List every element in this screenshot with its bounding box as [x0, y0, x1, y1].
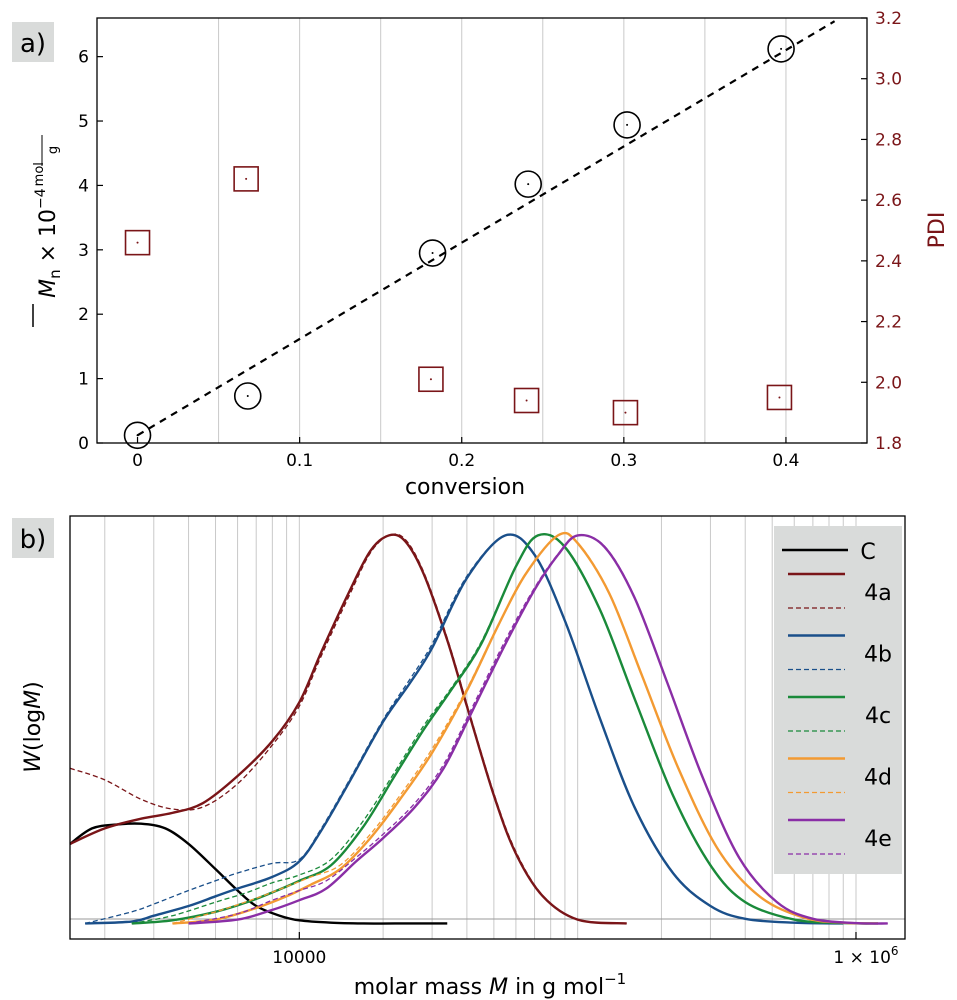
- mn-point-center: [527, 183, 530, 186]
- y-tick-label: 6: [78, 48, 89, 68]
- svg-text:Mn × 10−4mol: Mn × 10−4 mol: [32, 162, 64, 298]
- y-label-frac-den: g: [46, 146, 61, 154]
- y2-tick-label: 1.8: [875, 434, 902, 454]
- panel-b-x-ticks: 10000 1 × 106: [272, 932, 899, 968]
- fit-line: [136, 20, 836, 437]
- mn-point-center: [246, 394, 249, 397]
- legend: C 4a 4b 4c 4d 4e: [774, 526, 902, 874]
- pdi-point-center: [136, 241, 139, 244]
- curve-C: [69, 822, 448, 925]
- pdi-point: [766, 384, 793, 411]
- x-tick-label: 0.4: [772, 451, 799, 471]
- panel-b-x-label: molar mass M in g mol−1: [354, 970, 626, 1000]
- panel-a-x-label: conversion: [405, 475, 525, 500]
- y-tick-label: 3: [78, 241, 89, 261]
- y2-tick-label: 2.8: [875, 130, 902, 150]
- legend-label-4c: 4c: [865, 704, 891, 729]
- panel-a-y-ticks: 0 1 2 3 4 5 6: [78, 48, 103, 454]
- y2-tick-label: 2.0: [875, 373, 902, 393]
- y-tick-label: 1: [78, 370, 89, 390]
- panel-a-label-bg: [12, 22, 54, 62]
- mn-point: [767, 35, 795, 63]
- mn-point-center: [136, 434, 139, 437]
- y-label-exp: −4: [33, 188, 49, 209]
- y-tick-label: 5: [78, 112, 89, 132]
- x-tick-label: 1 × 106: [833, 944, 898, 968]
- panel-a-x-ticks: 0 0.1 0.2 0.3 0.4: [132, 437, 799, 471]
- panel-b-grid: [104, 516, 857, 939]
- curve-4e: [188, 533, 888, 925]
- pdi-point-center: [525, 399, 528, 402]
- y2-tick-label: 3.2: [875, 9, 902, 29]
- legend-label-4e: 4e: [864, 827, 892, 852]
- panel-b-label: b): [20, 525, 47, 555]
- pdi-point: [612, 399, 639, 426]
- pdi-point: [418, 366, 444, 393]
- y-tick-label: 2: [78, 305, 89, 325]
- mn-point-center: [626, 123, 629, 126]
- mn-point: [514, 170, 543, 198]
- legend-bg: [774, 526, 902, 874]
- curve-4b: [85, 533, 844, 925]
- panel-b-y-label: W(logM): [21, 681, 46, 772]
- panel-b-label-bg: [12, 518, 54, 558]
- y2-tick-label: 2.4: [875, 252, 902, 272]
- y-label-times: × 10: [36, 209, 61, 269]
- legend-label-4a: 4a: [864, 581, 891, 606]
- mn-point: [233, 382, 262, 410]
- pdi-point: [233, 166, 259, 192]
- curve-4a: [69, 533, 627, 925]
- x-tick-label: 0.3: [610, 451, 637, 471]
- panel-a-y2-label: PDI: [925, 212, 950, 249]
- y-label-sub: n: [46, 269, 64, 279]
- pdi-point-center: [429, 378, 432, 381]
- y2-tick-label: 3.0: [875, 70, 902, 90]
- y-label-frac-num: mol: [32, 162, 47, 186]
- pdi-point-center: [245, 177, 248, 180]
- panel-a: a) 0 0.1 0.2 0.3 0.4 0 1 2 3 4 5 6 1.8 2.0 2.2 2.4 2.6…: [12, 9, 950, 500]
- mn-point-center: [780, 47, 783, 50]
- x-tick-label: 0.2: [448, 451, 475, 471]
- panel-b-frame: [69, 515, 906, 940]
- panel-a-y-label: Mn × 10−4 mol: [32, 162, 64, 298]
- panel-b: b) 10000 1 × 106 C 4a 4b 4c 4d 4e molar mass M…: [12, 515, 906, 1000]
- y-label-main: M: [36, 279, 61, 298]
- mn-point-center: [431, 252, 434, 255]
- y2-tick-label: 2.2: [875, 313, 902, 333]
- panel-b-curves: [69, 531, 888, 925]
- y-tick-label: 4: [78, 176, 89, 196]
- mn-point: [613, 111, 641, 139]
- x-tick-label: 0.1: [286, 451, 313, 471]
- pdi-point: [513, 387, 540, 414]
- pdi-point-center: [778, 396, 781, 399]
- x-tick-label: 10000: [272, 948, 326, 968]
- mn-point: [418, 239, 447, 267]
- pdi-point-center: [624, 411, 627, 414]
- x-tick-label: 0: [132, 451, 143, 471]
- legend-label-C: C: [860, 540, 875, 565]
- panel-a-points: [123, 35, 795, 450]
- y2-tick-label: 2.6: [875, 191, 902, 211]
- pdi-point: [124, 229, 151, 256]
- x-tick-exp: 6: [891, 944, 899, 958]
- panel-a-y2-ticks: 1.8 2.0 2.2 2.4 2.6 2.8 3.0 3.2: [861, 9, 902, 454]
- panel-a-label: a): [20, 29, 46, 59]
- curve-4c: [131, 532, 879, 925]
- panel-a-grid: [218, 18, 787, 443]
- legend-label-4b: 4b: [864, 643, 892, 668]
- mn-point: [123, 421, 152, 450]
- legend-label-4d: 4d: [864, 766, 892, 791]
- panel-a-frame: [96, 17, 868, 444]
- y-tick-label: 0: [78, 434, 89, 454]
